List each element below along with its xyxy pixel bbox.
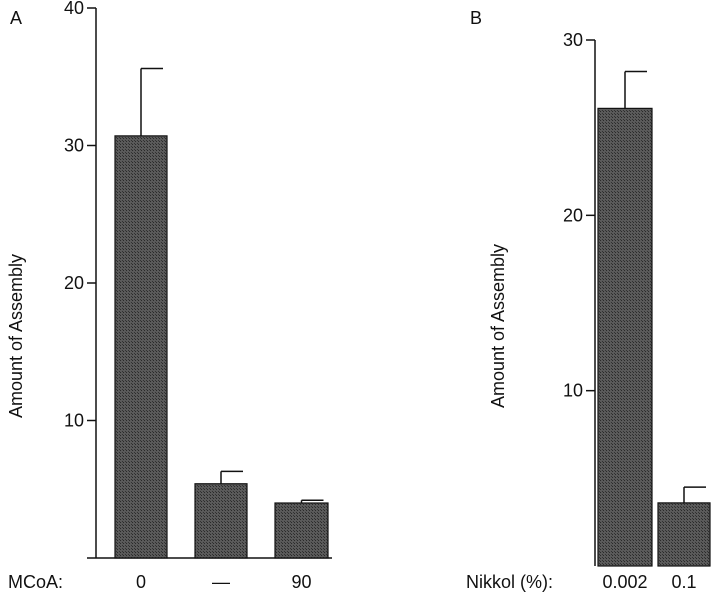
panel-b-y-tick-label: 20	[563, 205, 583, 225]
panel-b-bar	[657, 502, 711, 567]
panel-a-category-label: —	[212, 572, 230, 592]
panel-a: A Amount of Assembly MCoA: 10 20 30 40 0 — 90	[6, 0, 332, 592]
panel-b-x-axis-label: Nikkol (%):	[466, 572, 553, 592]
panel-a-y-tick-label: 10	[64, 411, 84, 431]
panel-a-y-tick-label: 40	[64, 0, 84, 18]
panel-b-label: B	[470, 8, 482, 28]
panel-a-y-tick-label: 20	[64, 273, 84, 293]
panel-a-bar	[114, 135, 168, 559]
panel-a-label: A	[10, 8, 22, 28]
panel-a-x-axis-label: MCoA:	[8, 572, 63, 592]
panel-a-bar	[274, 502, 329, 559]
panel-a-y-axis-label: Amount of Assembly	[6, 254, 26, 418]
panel-b-y-tick-label: 30	[563, 30, 583, 50]
panel-b: B Amount of Assembly Nikkol (%): 10 20 30 0…	[466, 8, 711, 592]
panel-b-bar	[597, 107, 653, 567]
panel-a-plot-area: 10 20 30 40 0 — 90	[64, 0, 332, 592]
panel-b-y-axis-label: Amount of Assembly	[488, 244, 508, 408]
panel-a-category-label: 0	[136, 572, 146, 592]
panel-a-bar	[194, 483, 248, 559]
panel-a-category-label: 90	[291, 572, 311, 592]
panel-b-plot-area: 10 20 30 0.002 0.1	[563, 30, 711, 592]
panel-b-category-label: 0.002	[602, 572, 647, 592]
panel-a-y-tick-label: 30	[64, 136, 84, 156]
panel-b-y-tick-label: 10	[563, 381, 583, 401]
panel-b-category-label: 0.1	[671, 572, 696, 592]
